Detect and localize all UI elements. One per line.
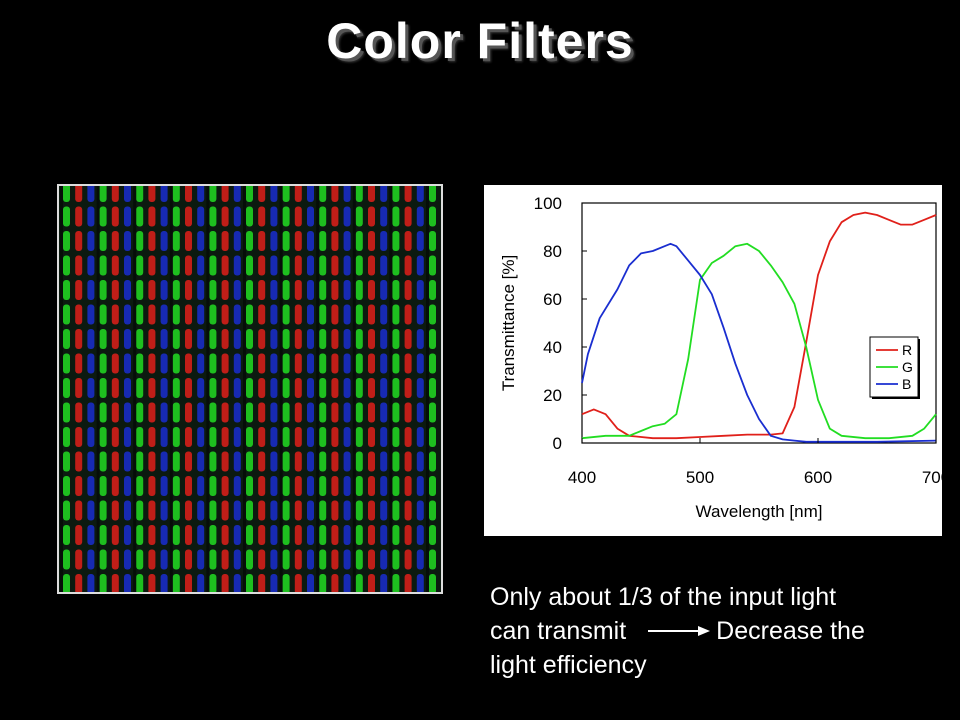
y-tick-label: 0 bbox=[553, 434, 562, 453]
plot-area bbox=[581, 202, 937, 444]
y-tick-label: 100 bbox=[534, 194, 562, 213]
legend-label-G: G bbox=[902, 359, 913, 375]
y-tick-label: 80 bbox=[543, 242, 562, 261]
rgb-filter-micrograph-image bbox=[57, 184, 443, 594]
x-tick-label: 400 bbox=[568, 468, 596, 487]
x-tick-label: 700 bbox=[922, 468, 942, 487]
rgb-stripe-filter-micrograph-icon bbox=[59, 186, 441, 592]
caption-line-3: light efficiency bbox=[490, 651, 647, 679]
slide-title: Color Filters bbox=[326, 13, 634, 69]
caption: Only about 1/3 of the input light can tr… bbox=[490, 580, 940, 682]
transmittance-chart: 400 500 600 700 0 20 40 60 80 100 RGB Wavelength … bbox=[484, 185, 950, 536]
caption-line-2-right: Decrease the bbox=[716, 617, 865, 645]
y-tick-label: 60 bbox=[543, 290, 562, 309]
series-line-G bbox=[581, 242, 937, 440]
y-tick-label: 20 bbox=[543, 386, 562, 405]
right-arrow-icon bbox=[648, 626, 711, 636]
series-line-R bbox=[581, 211, 937, 440]
x-axis-label: Wavelength [nm] bbox=[696, 502, 823, 521]
caption-line-2: can transmit Decrease the bbox=[490, 614, 940, 648]
x-tick-label: 600 bbox=[804, 468, 832, 487]
chart-svg: 400 500 600 700 0 20 40 60 80 100 RGB Wavelength … bbox=[499, 194, 950, 521]
caption-line-2-left: can transmit bbox=[490, 617, 627, 645]
y-axis-label: Transmittance [%] bbox=[499, 255, 518, 391]
legend-label-B: B bbox=[902, 376, 911, 392]
legend-label-R: R bbox=[902, 342, 912, 358]
caption-line-1: Only about 1/3 of the input light bbox=[490, 583, 837, 611]
y-tick-label: 40 bbox=[543, 338, 562, 357]
series-line-B bbox=[581, 242, 937, 443]
x-tick-label: 500 bbox=[686, 468, 714, 487]
